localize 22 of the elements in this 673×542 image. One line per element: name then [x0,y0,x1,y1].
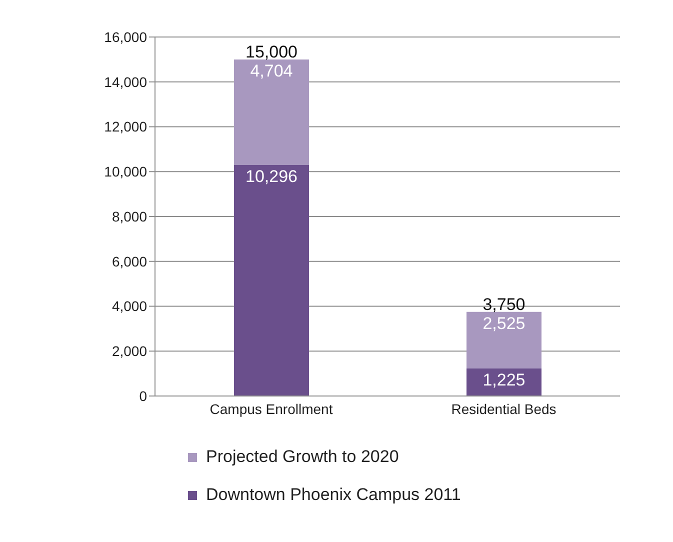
bar [234,59,309,165]
total-label: 15,000 [246,42,298,62]
y-tick-label: 14,000 [104,74,148,90]
y-tick-label: 2,000 [112,343,148,360]
y-tick-label: 12,000 [104,118,148,135]
y-tick-label: 6,000 [112,253,148,270]
y-tick-label: 4,000 [112,298,148,314]
data-label: 4,704 [250,62,293,81]
x-tick-label: Campus Enrollment [210,400,333,417]
y-tick-label: 8,000 [112,208,148,224]
data-label: 1,225 [482,370,526,390]
x-tick-label: Residential Beds [451,400,556,417]
data-label: 10,296 [246,167,298,186]
data-label: 2,525 [482,314,526,333]
bar [466,312,542,369]
legend-label: Projected Growth to 2020 [206,447,399,467]
y-tick-label: 0 [139,388,148,404]
y-tick-label: 10,000 [104,164,148,180]
bar [234,164,309,396]
y-tick-label: 16,000 [104,28,148,45]
legend-label: Downtown Phoenix Campus 2011 [206,485,461,505]
total-label: 3,750 [482,294,526,314]
